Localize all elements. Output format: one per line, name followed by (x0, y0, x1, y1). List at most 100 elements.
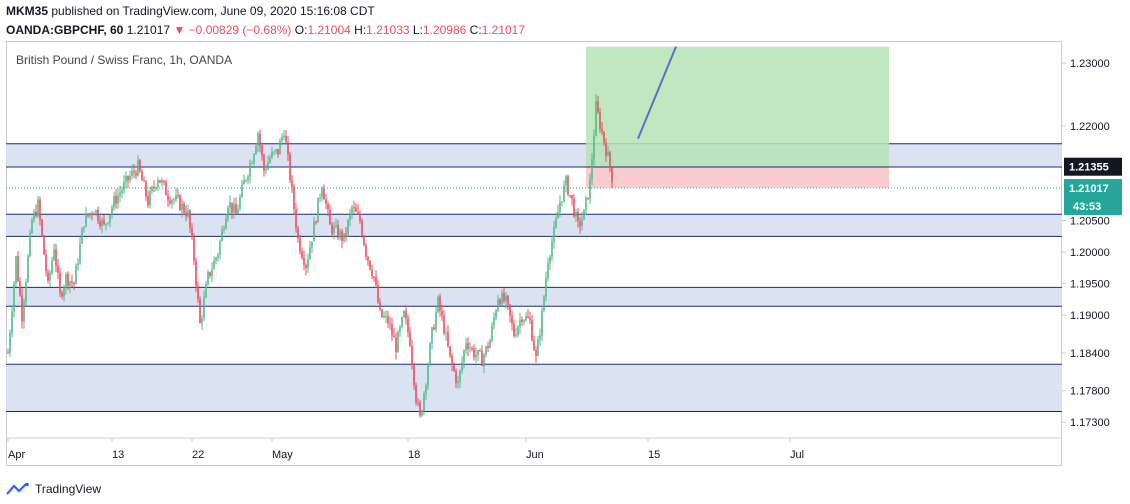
candle-body (33, 211, 35, 220)
candle-body (171, 200, 173, 204)
candle-body (125, 175, 127, 182)
candle-body (149, 190, 151, 206)
candle-body (467, 343, 469, 350)
tradingview-brand[interactable]: TradingView (6, 482, 101, 496)
candle-body (161, 180, 163, 183)
y-tick-label: 1.17800 (1070, 386, 1110, 398)
candle-body (115, 196, 117, 204)
candle-body (113, 196, 115, 208)
candle-body (141, 171, 143, 181)
candle-body (371, 269, 373, 277)
candle-body (387, 315, 389, 324)
candle-body (341, 231, 343, 241)
candle-body (537, 339, 539, 356)
candle-body (135, 172, 137, 176)
candle-body (385, 315, 387, 317)
candle-body (245, 180, 247, 182)
candle-body (379, 302, 381, 310)
candle-body (303, 257, 305, 266)
candle-body (107, 222, 109, 224)
candle-body (175, 195, 177, 200)
candle-body (61, 292, 63, 297)
candle-body (251, 163, 253, 165)
candle-body (465, 343, 467, 351)
y-tick-label: 1.20500 (1070, 216, 1110, 228)
candle-body (377, 285, 379, 303)
candle-body (71, 281, 73, 283)
candle-body (331, 224, 333, 234)
candle-body (173, 199, 175, 201)
x-tick-label: 18 (408, 449, 420, 461)
x-tick-label: May (272, 449, 293, 461)
candle-body (223, 228, 225, 230)
author-name[interactable]: MKM35 (6, 4, 49, 18)
candle-body (425, 385, 427, 394)
chart-title: British Pound / Swiss Franc, 1h, OANDA (16, 53, 233, 67)
candle-body (579, 221, 581, 227)
candle-body (481, 351, 483, 366)
candle-body (297, 228, 299, 239)
candle-body (319, 197, 321, 199)
forecast-line (637, 46, 677, 140)
candle-body (73, 282, 75, 285)
candle-body (375, 277, 377, 286)
candle-body (325, 199, 327, 204)
candle-body (11, 311, 13, 333)
candle-body (89, 213, 91, 216)
stop-area (586, 167, 889, 188)
candle-body (431, 327, 433, 344)
candle-body (299, 238, 301, 252)
x-tick-label: Apr (8, 449, 25, 461)
candle-body (45, 254, 47, 272)
candle-body (591, 159, 593, 180)
candle-body (119, 192, 121, 196)
candle-body (483, 354, 485, 366)
candle-body (507, 295, 509, 305)
candle-body (267, 162, 269, 170)
candle-body (239, 196, 241, 210)
down-arrow-icon: ▼ (173, 23, 186, 37)
chart-pane[interactable] (6, 41, 1062, 466)
candle-body (359, 213, 361, 222)
candle-body (13, 283, 15, 312)
sr-zone (6, 214, 1062, 237)
candle-body (81, 228, 83, 244)
candle-body (301, 251, 303, 258)
candle-body (533, 340, 535, 350)
candle-body (67, 274, 69, 286)
candle-body (503, 292, 505, 302)
candle-body (457, 381, 459, 384)
candle-body (471, 347, 473, 349)
candle-body (447, 332, 449, 347)
candle-body (395, 337, 397, 353)
candle-body (517, 326, 519, 335)
candle-body (429, 343, 431, 366)
candle-body (79, 243, 81, 264)
candle-body (77, 263, 79, 266)
candle-body (415, 385, 417, 403)
candle-body (401, 317, 403, 327)
candle-body (543, 296, 545, 311)
candle-body (571, 195, 573, 199)
candle-body (15, 256, 17, 284)
candle-body (215, 257, 217, 261)
candle-body (581, 219, 583, 227)
candle-body (191, 227, 193, 238)
candle-body (345, 233, 347, 235)
candle-body (109, 214, 111, 223)
candle-body (41, 219, 43, 236)
candle-body (93, 213, 95, 215)
candle-body (281, 136, 283, 141)
candle-body (577, 211, 579, 222)
candle-body (305, 265, 307, 269)
candle-body (521, 319, 523, 322)
candle-body (551, 241, 553, 257)
publish-info: published on TradingView.com, June 09, 2… (51, 4, 375, 18)
candle-body (557, 212, 559, 219)
candle-body (19, 280, 21, 296)
candle-body (515, 334, 517, 337)
candle-body (403, 310, 405, 318)
open-label: O: (294, 23, 308, 37)
candle-body (63, 287, 65, 297)
